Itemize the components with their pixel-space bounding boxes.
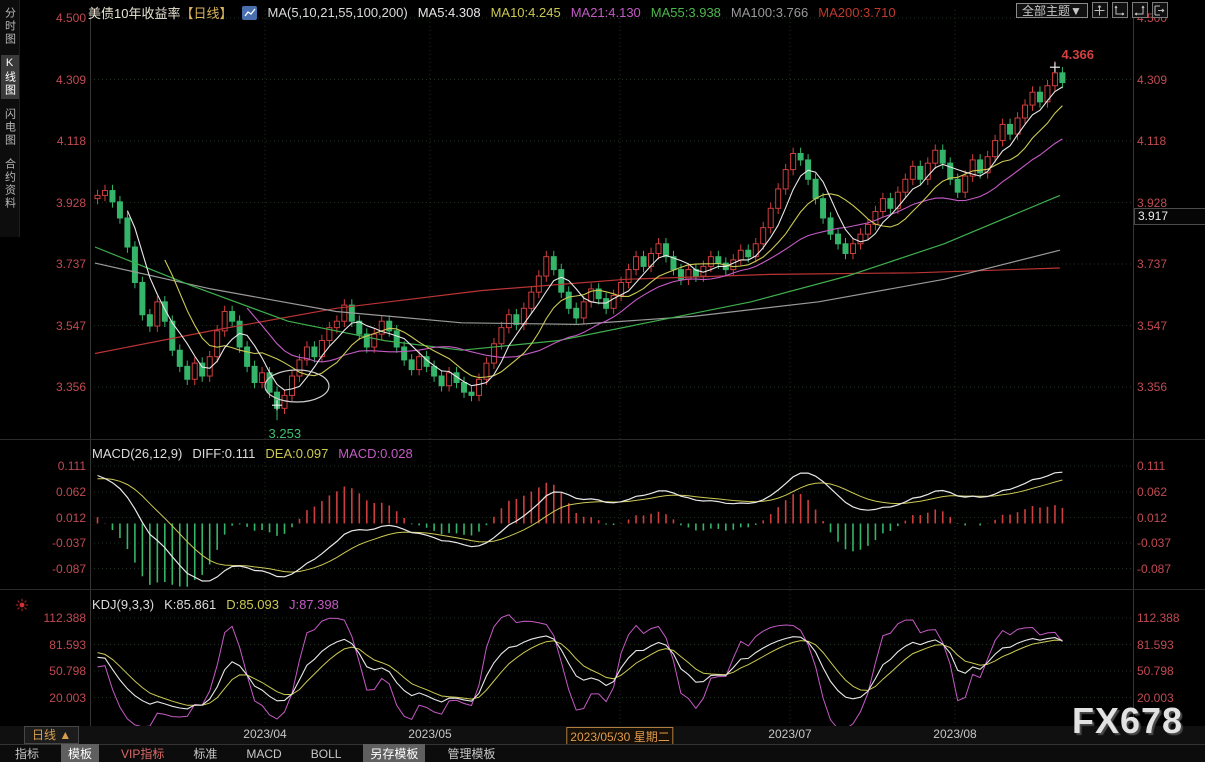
sidebar-item-candlestick-chart[interactable]: K线图 [0,55,19,99]
plot-right-border [1133,10,1134,726]
period-tag: 【日线】 [180,6,233,21]
sidebar-item-contract-info[interactable]: 合约资料 [3,158,16,210]
ma5-value: MA5:4.308 [417,5,481,20]
indicator-tab-bar: 指标 模板 VIP指标 标准 MACD BOLL 另存模板 管理模板 [0,744,1205,762]
chart-type-sidebar: 分时图 K线图 闪电图 合约资料 [0,0,20,237]
kdj-settings-icon [17,600,20,603]
main-macd-divider[interactable] [0,439,1205,440]
pane-expand-icon[interactable] [1151,2,1168,18]
axis-scale-left-icon[interactable] [1111,2,1128,18]
tab-indicators[interactable]: 指标 [15,747,40,761]
kdj-settings-icon [24,600,27,603]
sidebar-item-time-share-chart[interactable]: 分时图 [3,7,16,46]
high-price-annotation: 4.366 [1061,47,1094,63]
kdj-panel-header: KDJ(9,3,3) K:85.861 D:85.093 J:87.398 [92,597,339,612]
macd-panel-header: MACD(26,12,9) DIFF:0.111 DEA:0.097 MACD:… [92,446,413,461]
ma200-value: MA200:3.710 [818,5,896,20]
fx678-watermark: FX678 [1072,700,1184,741]
instrument-title: 美债10年收益率【日线】 [88,3,232,22]
tab-save-template[interactable]: 另存模板 [363,744,426,762]
axis-scale-right-icon[interactable] [1131,2,1148,18]
ma55-value: MA55:3.938 [650,5,721,20]
ma21-value: MA21:4.130 [570,5,641,20]
time-axis-label: 2023/04 [243,727,287,741]
macd-diff-value: DIFF:0.111 [192,446,256,461]
kdj-settings-icon [19,602,25,608]
instrument-name: 美债10年收益率 [88,6,181,21]
macd-dea-value: DEA:0.097 [265,446,329,461]
time-axis-label: 2023/05 [408,727,452,741]
kdj-d-value: D:85.093 [226,597,279,612]
tab-templates[interactable]: 模板 [61,744,100,762]
sidebar-item-lightning-chart[interactable]: 闪电图 [3,108,16,147]
kdj-name-label: KDJ(9,3,3) [92,597,155,612]
time-axis-label: 2023/07 [768,727,812,741]
header-toolbar: 全部主题▼ [1016,2,1168,18]
ma-group-label: MA(5,10,21,55,100,200) [267,5,408,20]
low-price-annotation: 3.253 [268,426,302,442]
kdj-k-value: K:85.861 [164,597,217,612]
last-price-badge: 3.917 [1134,208,1205,225]
tab-macd[interactable]: MACD [246,746,282,761]
period-selector[interactable]: 日线 ▲ [24,726,80,744]
tab-manage-templates[interactable]: 管理模板 [447,747,496,761]
time-axis-label: 2023/08 [933,727,977,741]
tab-boll[interactable]: BOLL [310,746,342,761]
macd-name-label: MACD(26,12,9) [92,446,183,461]
chart-header: 美债10年收益率【日线】 MA(5,10,21,55,100,200) MA5:… [88,3,896,22]
macd-kdj-divider[interactable] [0,589,1205,590]
ma100-value: MA100:3.766 [730,5,809,20]
kdj-settings-icon [17,607,20,610]
kdj-settings-icon [24,607,27,610]
line-chart-icon[interactable] [242,5,258,20]
tab-vip-indicators[interactable]: VIP指标 [121,747,165,761]
ma10-value: MA10:4.245 [490,5,561,20]
tab-standard[interactable]: 标准 [193,747,218,761]
plot-left-border [90,10,91,726]
kdj-j-value: J:87.398 [288,597,339,612]
macd-macd-value: MACD:0.028 [338,446,413,461]
all-themes-dropdown[interactable]: 全部主题▼ [1016,2,1088,18]
crosshair-icon[interactable] [1091,2,1108,18]
